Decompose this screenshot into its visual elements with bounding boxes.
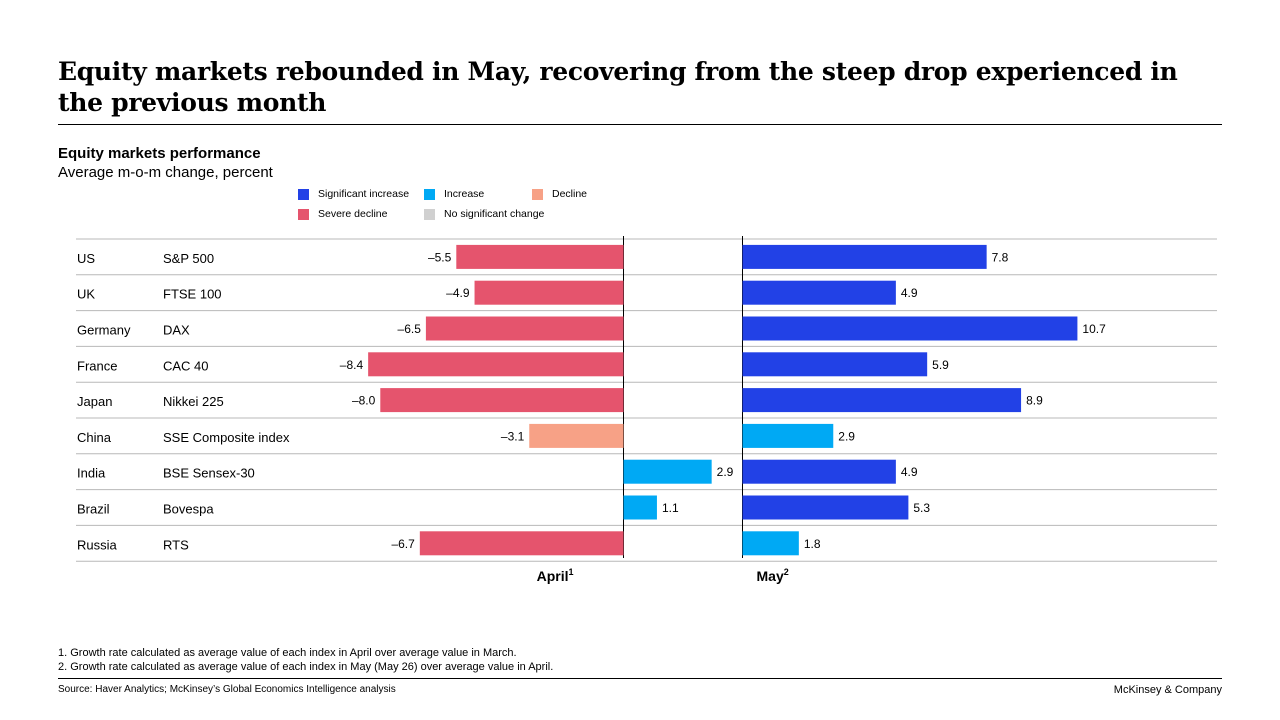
bar-april (419, 531, 624, 556)
country-label: Germany (77, 323, 131, 338)
source-note: Source: Haver Analytics; McKinsey’s Glob… (58, 684, 396, 695)
legend-item-no-significant-change: No significant change (424, 208, 544, 220)
data-label: –8.4 (340, 358, 364, 372)
bar-april (456, 244, 624, 269)
country-label: China (77, 430, 112, 445)
index-label: DAX (163, 323, 190, 338)
legend-swatch (424, 208, 435, 220)
legend-label: No significant change (444, 208, 545, 220)
data-label: –4.9 (446, 286, 470, 300)
bar-april (474, 280, 624, 305)
data-label: 2.9 (838, 429, 855, 443)
index-label: BSE Sensex-30 (163, 466, 255, 481)
legend-label: Decline (552, 188, 588, 200)
legend-item-increase: Increase (424, 188, 484, 200)
legend-swatch (298, 188, 309, 200)
legend-swatch (298, 208, 309, 220)
legend-item-significant-increase: Significant increase (298, 188, 409, 200)
footnote-marker: 2 (784, 567, 789, 577)
index-label: Nikkei 225 (163, 394, 224, 409)
legend-label: Significant increase (318, 188, 410, 200)
data-label: –5.5 (428, 250, 452, 264)
data-label: –8.0 (352, 394, 376, 408)
bar-may (742, 531, 799, 556)
footnote-2: 2. Growth rate calculated as average val… (58, 661, 554, 673)
footnote-marker: 1 (568, 567, 573, 577)
bar-may (742, 388, 1022, 413)
bar-may (742, 352, 928, 377)
data-label: 5.3 (913, 501, 930, 515)
bar-may (742, 280, 896, 305)
country-label: Japan (77, 394, 112, 409)
page-title: Equity markets rebounded in May, recover… (58, 57, 1178, 117)
country-label: US (77, 251, 95, 266)
axis-label-april: April1 (537, 567, 574, 584)
bar-april (368, 352, 624, 377)
country-label: UK (77, 287, 95, 302)
footer-divider (58, 678, 1222, 679)
data-label: –3.1 (501, 429, 525, 443)
bar-may (742, 459, 896, 484)
country-label: India (77, 466, 106, 481)
bar-may (742, 495, 909, 520)
data-label: 7.8 (992, 250, 1009, 264)
index-label: SSE Composite index (163, 430, 290, 445)
bar-may (742, 244, 987, 269)
bar-chart: US S&P 500 UK FTSE 100 Germany DAX France CAC 4… (76, 236, 1217, 584)
legend-swatch (424, 188, 435, 200)
title-divider (58, 124, 1222, 125)
bar-april (529, 423, 624, 448)
data-label: 4.9 (901, 286, 918, 300)
country-label: Russia (77, 537, 118, 552)
data-label: 4.9 (901, 465, 918, 479)
index-label: RTS (163, 537, 189, 552)
legend-item-severe-decline: Severe decline (298, 208, 387, 220)
data-label: 8.9 (1026, 394, 1043, 408)
data-label: 2.9 (717, 465, 734, 479)
index-label: CAC 40 (163, 358, 209, 373)
bar-may (742, 316, 1078, 341)
index-label: FTSE 100 (163, 287, 222, 302)
chart-subtitle: Average m-o-m change, percent (58, 164, 273, 181)
data-label: 5.9 (932, 358, 949, 372)
legend-label: Increase (444, 188, 485, 200)
data-label: –6.7 (391, 537, 415, 551)
data-label: 1.8 (804, 537, 821, 551)
brand-name: McKinsey & Company (1113, 684, 1222, 696)
bar-may (742, 423, 834, 448)
country-label: France (77, 358, 117, 373)
data-label: 10.7 (1082, 322, 1106, 336)
footnote-1: 1. Growth rate calculated as average val… (58, 647, 517, 659)
index-label: S&P 500 (163, 251, 214, 266)
data-label: 1.1 (662, 501, 679, 515)
bar-april (623, 459, 712, 484)
bar-april (623, 495, 657, 520)
data-label: –6.5 (398, 322, 422, 336)
legend-swatch (532, 188, 543, 200)
index-label: Bovespa (163, 502, 214, 517)
bar-april (380, 388, 624, 413)
chart-title: Equity markets performance (58, 145, 261, 162)
legend-label: Severe decline (318, 208, 388, 220)
country-label: Brazil (77, 502, 110, 517)
legend-item-decline: Decline (532, 188, 587, 200)
bar-april (425, 316, 624, 341)
axis-label-may: May2 (757, 567, 789, 584)
